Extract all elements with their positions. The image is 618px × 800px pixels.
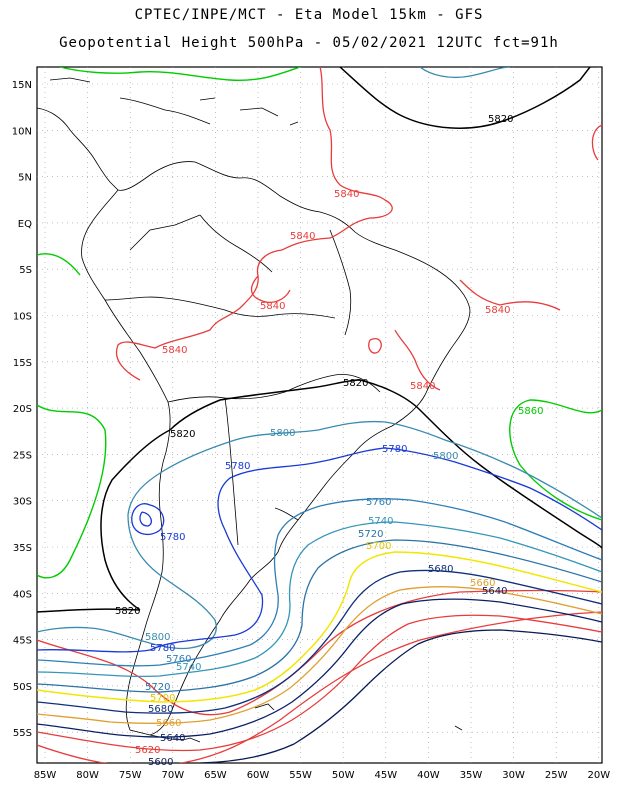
label-5840-hidden: 5840 [0,0,25,3]
label-5700: 5700 [150,693,175,704]
contour-5660 [37,586,602,724]
label-5820: 5820 [343,378,368,389]
map-title-line-1: CPTEC/INPE/MCT - Eta Model 15km - GFS [134,7,484,23]
lat-tick-label: 10N [12,126,32,137]
label-5780: 5780 [225,461,250,472]
label-5760: 5760 [166,654,191,665]
label-5780: 5780 [160,532,185,543]
contour-5640 [37,598,602,738]
label-5820: 5820 [488,114,513,125]
label-5660: 5660 [470,578,495,589]
label-5640: 5640 [160,733,185,744]
label-5620: 5620 [135,745,160,756]
label-5680: 5680 [428,564,453,575]
lat-tick-label: 30S [13,497,32,508]
contour-5860 [37,67,602,579]
contour-5780 [37,447,602,653]
label-5780: 5780 [150,643,175,654]
label-5600: 5600 [148,757,173,768]
label-5740: 5740 [368,516,393,527]
label-5780: 5780 [382,444,407,455]
lon-tick-label: 20W [587,770,610,781]
label-5680: 5680 [148,704,173,715]
label-5760: 5760 [366,497,391,508]
lat-tick-label: 40S [13,589,32,600]
label-5820: 5820 [115,606,140,617]
lon-tick-label: 65W [204,770,227,781]
lat-tick-label: 15N [12,80,32,91]
label-5860: 5860 [518,406,543,417]
lon-tick-label: 55W [289,770,312,781]
lat-tick-label: 5N [18,173,32,184]
coastline-and-borders [37,77,471,743]
contour-5600 [199,629,602,763]
lat-tick-label: 35S [13,543,32,554]
contour-5680 [37,569,602,714]
lon-tick-label: 85W [34,770,57,781]
lon-tick-label: 45W [374,770,397,781]
label-5660: 5660 [156,718,181,729]
lat-tick-label: 25S [13,450,32,461]
lat-tick-label: 45S [13,636,32,647]
lon-tick-label: 25W [545,770,568,781]
lon-tick-label: 50W [332,770,355,781]
label-5840: 5840 [485,305,510,316]
axis-labels: 15N 10N 5N EQ 5S 10S 15S 20S 25S 30S 35S 40S 45S 50S 5… [12,80,610,781]
label-5700: 5700 [366,541,391,552]
contour-5800 [37,420,602,650]
lat-tick-label: 15S [13,358,32,369]
label-5820: 5820 [170,429,195,440]
contour-5820 [37,67,602,613]
lon-tick-label: 80W [76,770,99,781]
label-5800: 5800 [270,428,295,439]
label-5740: 5740 [176,662,201,673]
lon-tick-label: 35W [460,770,483,781]
map-title-line-2: Geopotential Height 500hPa - 05/02/2021 … [59,35,559,51]
lon-tick-label: 70W [161,770,184,781]
contour-5720 [37,539,602,693]
label-5840: 5840 [410,381,435,392]
lon-tick-label: 60W [247,770,270,781]
lat-tick-label: 50S [13,682,32,693]
grid-lines [37,67,602,763]
label-5840: 5840 [290,231,315,242]
lon-tick-label: 75W [119,770,142,781]
label-5840: 5840 [260,301,285,312]
lat-tick-label: 10S [13,312,32,323]
lat-tick-label: 55S [13,728,32,739]
lon-tick-label: 40W [417,770,440,781]
contour-5700 [37,551,602,703]
contour-5620 [37,614,602,752]
label-5840: 5840 [162,345,187,356]
label-5720: 5720 [358,529,383,540]
contour-labels: 5820 5820 5820 5820 5840 5840 5840 5840 … [0,0,543,768]
lat-tick-label: EQ [18,219,32,230]
label-5800: 5800 [433,451,458,462]
lat-tick-label: 5S [19,265,32,276]
label-5840: 5840 [334,189,359,200]
map-frame [36,66,603,764]
contour-5800-north [419,67,511,79]
lon-tick-label: 30W [502,770,525,781]
label-5720: 5720 [145,682,170,693]
contour-5760 [37,498,602,667]
label-5640: 5640 [482,586,507,597]
lat-tick-label: 20S [13,404,32,415]
label-5800: 5800 [145,632,170,643]
contour-5740 [37,521,602,678]
